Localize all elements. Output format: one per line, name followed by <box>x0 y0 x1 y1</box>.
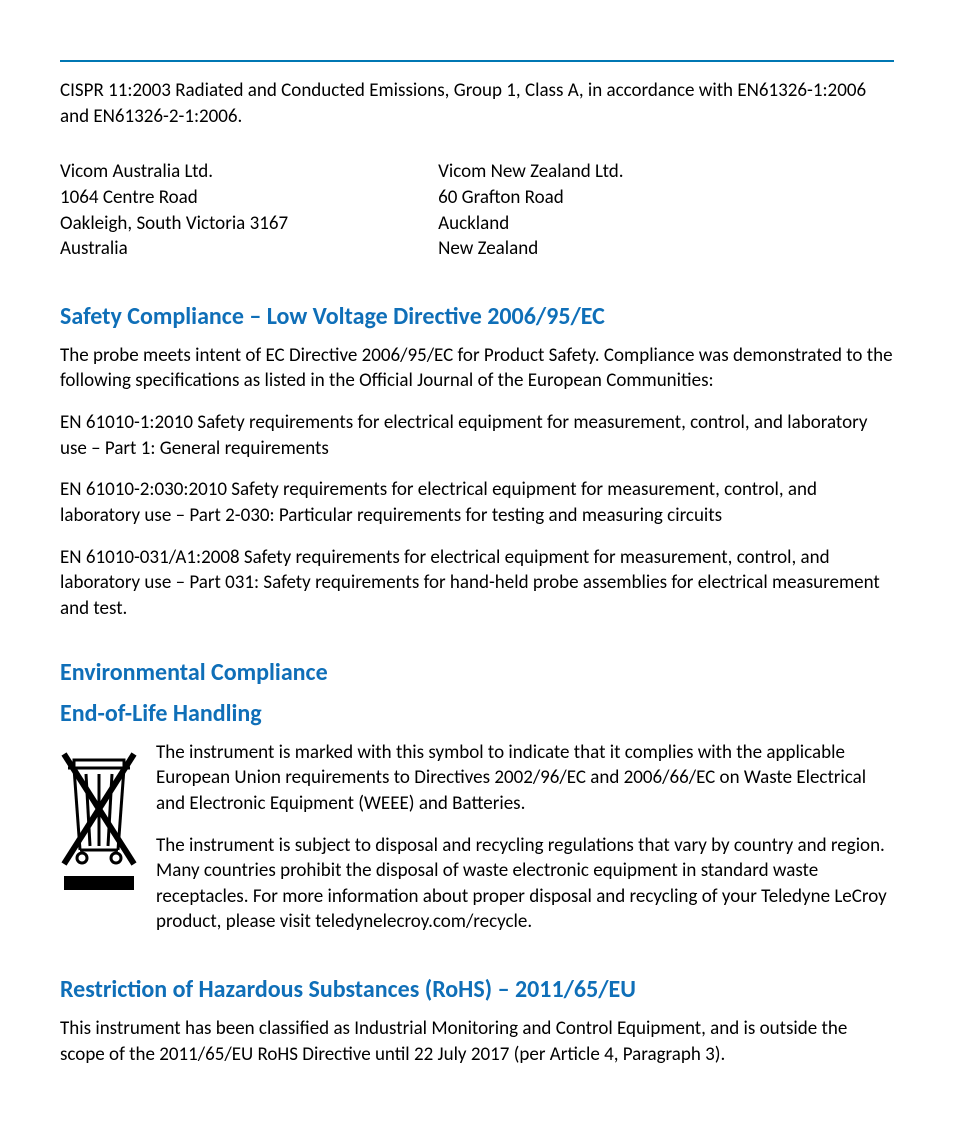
address-row: Vicom Australia Ltd. 1064 Centre Road Oa… <box>60 159 894 262</box>
weee-text-col: The instrument is marked with this symbo… <box>156 740 894 951</box>
address-newzealand: Vicom New Zealand Ltd. 60 Grafton Road A… <box>438 159 623 262</box>
weee-icon <box>60 740 138 901</box>
addr-line: Australia <box>60 236 288 262</box>
rohs-section: Restriction of Hazardous Substances (RoH… <box>60 975 894 1067</box>
rohs-heading: Restriction of Hazardous Substances (RoH… <box>60 975 894 1004</box>
safety-spec: EN 61010-2:030:2010 Safety requirements … <box>60 477 894 528</box>
addr-line: Oakleigh, South Victoria 3167 <box>60 211 288 237</box>
emissions-intro: CISPR 11:2003 Radiated and Conducted Emi… <box>60 78 894 129</box>
safety-spec: EN 61010-031/A1:2008 Safety requirements… <box>60 545 894 622</box>
addr-line: Auckland <box>438 211 623 237</box>
safety-spec: EN 61010-1:2010 Safety requirements for … <box>60 410 894 461</box>
safety-intro: The probe meets intent of EC Directive 2… <box>60 343 894 394</box>
top-rule <box>60 60 894 62</box>
addr-line: Vicom Australia Ltd. <box>60 159 288 185</box>
addr-line: 60 Grafton Road <box>438 185 623 211</box>
environmental-heading: Environmental Compliance <box>60 658 894 687</box>
addr-line: 1064 Centre Road <box>60 185 288 211</box>
safety-section: Safety Compliance – Low Voltage Directiv… <box>60 302 894 622</box>
weee-p1: The instrument is marked with this symbo… <box>156 740 894 817</box>
addr-line: Vicom New Zealand Ltd. <box>438 159 623 185</box>
weee-p2: The instrument is subject to disposal an… <box>156 833 894 936</box>
addr-line: New Zealand <box>438 236 623 262</box>
environmental-section: Environmental Compliance End-of-Life Han… <box>60 658 894 1068</box>
address-australia: Vicom Australia Ltd. 1064 Centre Road Oa… <box>60 159 288 262</box>
safety-heading: Safety Compliance – Low Voltage Directiv… <box>60 302 894 331</box>
rohs-body: This instrument has been classified as I… <box>60 1016 894 1067</box>
weee-row: The instrument is marked with this symbo… <box>60 740 894 951</box>
eol-heading: End-of-Life Handling <box>60 699 894 728</box>
